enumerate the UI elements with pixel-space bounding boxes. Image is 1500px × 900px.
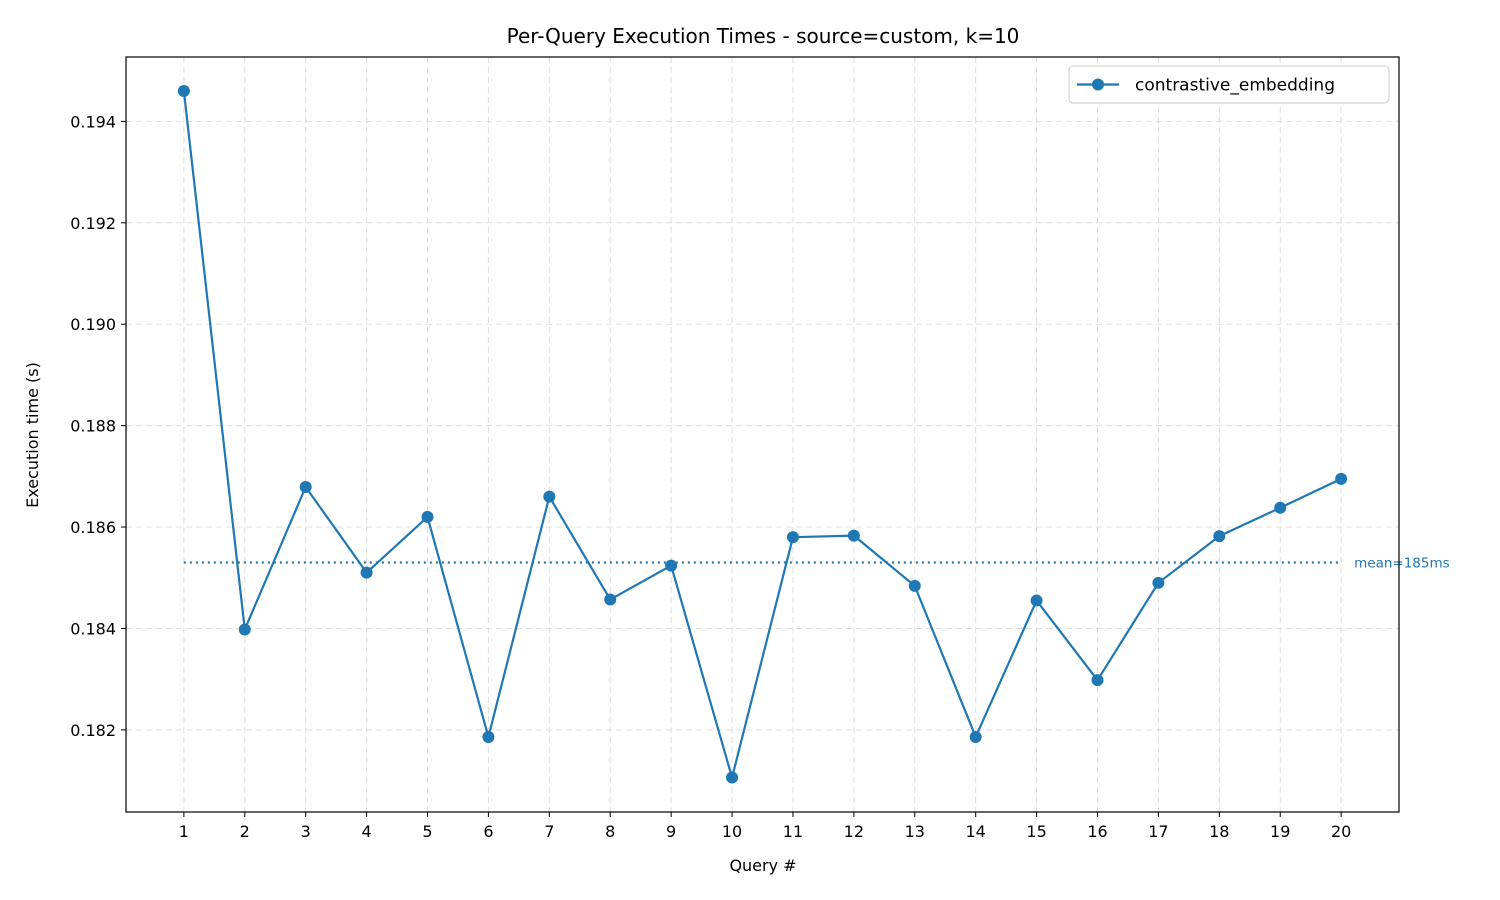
x-tick-label: 2 — [240, 822, 250, 841]
y-tick-label: 0.190 — [70, 315, 116, 334]
x-tick-label: 3 — [301, 822, 311, 841]
x-tick-label: 20 — [1331, 822, 1351, 841]
data-point — [360, 566, 373, 579]
series-line — [182, 90, 1342, 779]
mean-line-group: mean=185ms — [183, 556, 1450, 572]
data-point — [665, 559, 678, 572]
y-tick-label: 0.182 — [70, 721, 116, 740]
legend-label: contrastive_embedding — [1135, 76, 1335, 96]
y-tick-label: 0.184 — [70, 619, 116, 638]
x-tick-label: 6 — [483, 822, 493, 841]
data-point — [177, 84, 190, 97]
chart-title: Per-Query Execution Times - source=custo… — [507, 24, 1020, 48]
data-point — [786, 531, 799, 544]
data-point — [1152, 576, 1165, 589]
mean-label: mean=185ms — [1354, 556, 1450, 572]
plot-area-frame — [125, 56, 1400, 813]
legend-box — [1068, 65, 1390, 104]
x-tick-label: 9 — [666, 822, 676, 841]
data-point — [604, 593, 617, 606]
x-tick-label: 4 — [361, 822, 371, 841]
x-tick-label: 14 — [966, 822, 986, 841]
x-tick-label: 7 — [544, 822, 554, 841]
data-point — [543, 490, 556, 503]
data-point — [908, 579, 921, 592]
x-tick-label: 19 — [1270, 822, 1290, 841]
x-tick-label: 1 — [179, 822, 189, 841]
x-tick-label: 15 — [1026, 822, 1046, 841]
data-point — [1274, 501, 1287, 514]
x-tick-label: 10 — [722, 822, 742, 841]
data-point — [482, 730, 495, 743]
x-tick-label: 12 — [844, 822, 864, 841]
x-tick-label: 16 — [1087, 822, 1107, 841]
data-point — [238, 623, 251, 636]
data-point — [299, 480, 312, 493]
y-axis-label: Execution time (s) — [23, 362, 42, 508]
y-tick-label: 0.192 — [70, 214, 116, 233]
data-point — [969, 730, 982, 743]
x-tick-label: 13 — [905, 822, 925, 841]
data-point — [847, 529, 860, 542]
x-axis: 1 2 3 4 5 6 7 8 9 10 11 12 13 14 15 16 17 18 19 20 — [179, 812, 1351, 841]
data-point — [1213, 530, 1226, 543]
legend: contrastive_embedding — [1068, 65, 1390, 104]
data-point — [1091, 674, 1104, 687]
data-point — [1030, 594, 1043, 607]
data-point — [1335, 472, 1348, 485]
x-tick-label: 18 — [1209, 822, 1229, 841]
data-point — [726, 771, 739, 784]
x-tick-label: 8 — [605, 822, 615, 841]
legend-marker-swatch — [1092, 78, 1104, 91]
y-tick-label: 0.194 — [70, 112, 116, 131]
y-axis: 0.182 0.184 0.186 0.188 0.190 0.192 0.194 — [70, 112, 126, 740]
x-tick-label: 5 — [422, 822, 432, 841]
y-tick-label: 0.186 — [70, 518, 116, 537]
series-group — [177, 84, 1348, 784]
y-tick-label: 0.188 — [70, 417, 116, 436]
x-axis-label: Query # — [729, 856, 796, 875]
x-tick-label: 11 — [783, 822, 803, 841]
data-point — [421, 510, 434, 523]
x-tick-label: 17 — [1148, 822, 1168, 841]
grid — [126, 57, 1399, 812]
